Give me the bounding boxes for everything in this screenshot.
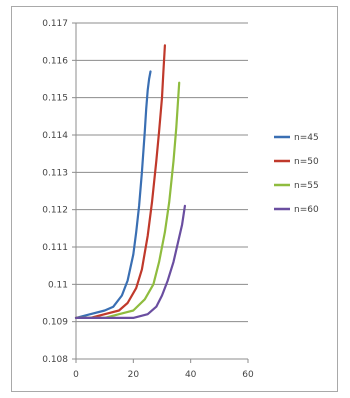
y-tick-label: 0.111 — [42, 243, 68, 253]
y-tick-label: 0.109 — [42, 318, 68, 328]
y-tick-label: 0.113 — [42, 168, 68, 178]
y-tick-labels: 0.108 0.109 0.11 0.111 0.112 0.113 0.114 0.115 0… — [42, 19, 68, 365]
legend-label: n=55 — [294, 181, 319, 191]
x-tick-labels: 0 20 40 60 — [73, 370, 254, 380]
legend-label: n=45 — [294, 133, 319, 143]
y-tick-label: 0.116 — [42, 56, 68, 66]
series-line-1 — [74, 70, 152, 319]
x-tick-label: 60 — [242, 370, 254, 380]
y-tick-label: 0.112 — [42, 206, 68, 216]
line-chart: 0.108 0.109 0.11 0.111 0.112 0.113 0.114 0.115 0… — [42, 19, 319, 380]
x-tick-label: 40 — [185, 370, 197, 380]
y-tick-label: 0.108 — [42, 355, 68, 365]
legend-label: n=50 — [294, 157, 319, 167]
y-tick-label: 0.115 — [42, 94, 68, 104]
legend-label: n=60 — [294, 205, 319, 215]
chart-frame: 0.108 0.109 0.11 0.111 0.112 0.113 0.114 0.115 0… — [11, 6, 338, 392]
y-tick-label: 0.114 — [42, 131, 68, 141]
series-line-4 — [74, 204, 186, 319]
legend: n=45 n=50 n=55 n=60 — [274, 133, 319, 215]
x-tick-label: 0 — [73, 370, 79, 380]
axis-layer — [72, 22, 249, 363]
x-tick-label: 20 — [128, 370, 140, 380]
series-layer — [74, 44, 186, 319]
y-tick-label: 0.117 — [42, 19, 68, 29]
y-tick-label: 0.11 — [48, 280, 68, 290]
grid-layer — [76, 22, 248, 323]
series-line-2 — [74, 44, 166, 319]
